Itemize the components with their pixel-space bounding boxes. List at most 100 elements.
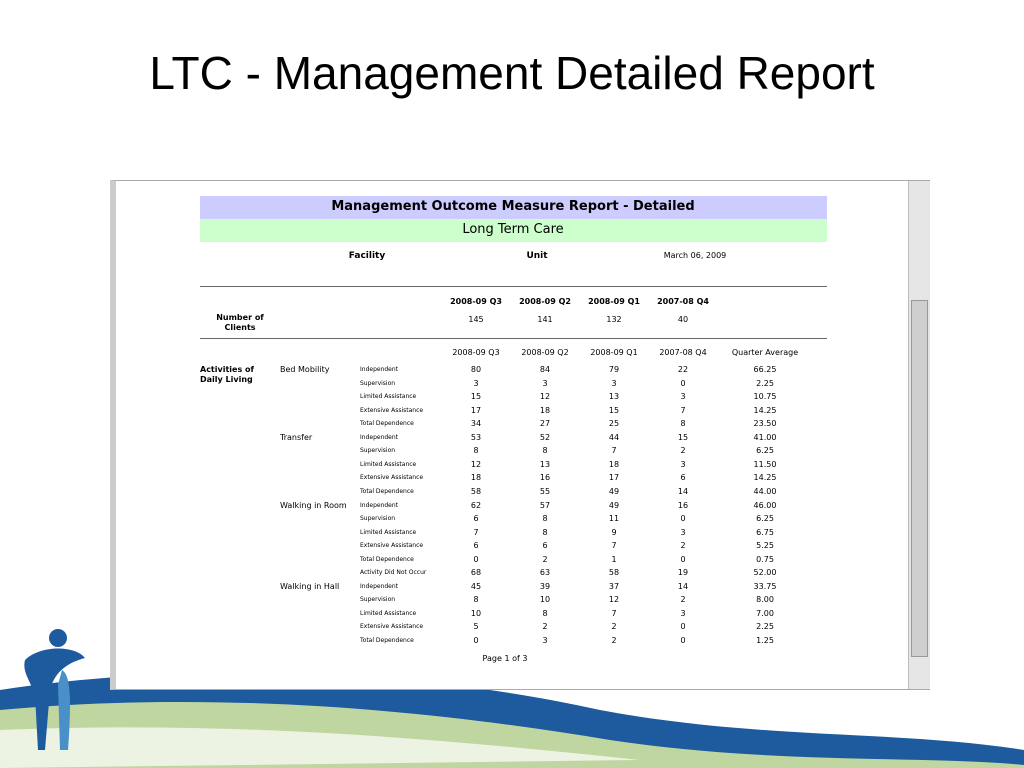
cell: 46.00 — [753, 500, 777, 510]
cell: 6.25 — [756, 446, 774, 456]
row-label: Total Dependence — [360, 420, 414, 428]
rule — [200, 338, 827, 339]
cell: 3 — [680, 459, 686, 469]
row-label: Extensive Assistance — [360, 542, 424, 550]
row-label: Independent — [360, 501, 399, 509]
cell: 8 — [473, 446, 479, 456]
cell: 17 — [470, 405, 482, 415]
clients-value: 145 — [468, 315, 484, 324]
cell: 79 — [608, 365, 620, 374]
row-label: Limited Assistance — [360, 609, 417, 617]
cell: 2 — [611, 636, 617, 645]
column-header: 2007-08 Q4 — [659, 348, 707, 357]
cell: 3 — [611, 378, 617, 388]
cell: 27 — [539, 419, 551, 429]
cell: 0 — [473, 636, 479, 645]
clients-label: Number of Clients — [216, 313, 264, 332]
cell: 0.75 — [756, 554, 774, 564]
cell: 13 — [539, 459, 551, 469]
decoration — [0, 629, 1024, 768]
cell: 15 — [470, 392, 482, 402]
cell: 10 — [539, 595, 551, 605]
report-subtitle: Long Term Care — [462, 222, 564, 237]
cell: 7.00 — [756, 608, 774, 618]
cell: 23.50 — [753, 419, 777, 429]
section-label: Activities of Daily Living — [200, 365, 254, 384]
cell: 2 — [680, 541, 686, 551]
cell: 7 — [680, 405, 686, 415]
cell: 10.75 — [753, 392, 777, 402]
scroll-thumb[interactable] — [911, 300, 928, 657]
clients-quarter: 2008-09 Q2 — [519, 297, 571, 306]
cell: 66.25 — [753, 365, 777, 374]
cell: 0 — [680, 514, 686, 524]
row-label: Independent — [360, 582, 399, 590]
cell: 14.25 — [753, 405, 777, 415]
clients-value: 132 — [606, 315, 622, 324]
row-label: Independent — [360, 366, 399, 373]
cell: 58 — [470, 486, 482, 496]
facility: Facility — [348, 251, 386, 261]
cell: 2 — [542, 554, 548, 564]
cell: 53 — [470, 432, 482, 442]
clients-value: 40 — [677, 315, 689, 324]
cell: 3 — [680, 608, 686, 618]
cell: 5.25 — [756, 541, 774, 551]
cell: 18 — [470, 473, 482, 483]
page-footer: Page 1 of 3 — [482, 654, 528, 663]
cell: 15 — [608, 405, 620, 415]
cell: 80 — [470, 365, 482, 374]
cell: 0 — [680, 622, 686, 632]
group-label: Bed Mobility — [280, 365, 330, 374]
cell: 8 — [680, 419, 686, 429]
cell: 0 — [680, 554, 686, 564]
cell: 3 — [680, 527, 686, 537]
cell: 10 — [470, 608, 482, 618]
cell: 7 — [611, 541, 617, 551]
column-header: Quarter Average — [731, 348, 799, 357]
cell: 3 — [542, 636, 548, 645]
row-label: Extensive Assistance — [360, 623, 424, 631]
cell: 63 — [539, 568, 551, 578]
cell: 8.00 — [756, 595, 774, 605]
cell: 11 — [608, 514, 620, 524]
cell: 19 — [677, 568, 689, 578]
row-label: Independent — [360, 433, 399, 441]
cell: 0 — [473, 554, 479, 564]
row-label: Limited Assistance — [360, 528, 417, 536]
column-header: 2008-09 Q1 — [590, 348, 638, 357]
group-label: Walking in Hall — [280, 581, 340, 591]
clients-value: 141 — [537, 315, 553, 324]
cell: 16 — [677, 500, 689, 510]
cell: 68 — [470, 568, 482, 578]
cell: 44.00 — [753, 486, 777, 496]
cell: 49 — [608, 500, 620, 510]
cell: 2 — [611, 622, 617, 632]
cell: 55 — [539, 486, 551, 496]
cell: 8 — [542, 446, 548, 456]
cell: 49 — [608, 486, 620, 496]
cell: 8 — [542, 514, 548, 524]
row-label: Limited Assistance — [360, 460, 417, 468]
cell: 18 — [608, 459, 620, 469]
cell: 52.00 — [753, 568, 777, 578]
cell: 39 — [539, 581, 551, 591]
row-label: Total Dependence — [360, 555, 414, 563]
cell: 3 — [542, 378, 548, 388]
row-label: Supervision — [360, 447, 396, 455]
cell: 14 — [677, 486, 689, 496]
cell: 6.75 — [756, 527, 774, 537]
cell: 9 — [611, 527, 617, 537]
row-label: Total Dependence — [360, 637, 414, 644]
cell: 12 — [539, 392, 551, 402]
row-label: Supervision — [360, 515, 396, 523]
cell: 6 — [473, 514, 479, 524]
row-label: Extensive Assistance — [360, 474, 424, 482]
cell: 57 — [539, 500, 551, 510]
cell: 5 — [473, 622, 479, 632]
cell: 2 — [542, 622, 548, 632]
cell: 14 — [677, 581, 689, 591]
unit: Unit — [526, 251, 548, 261]
report-subtitle-band — [200, 219, 827, 242]
